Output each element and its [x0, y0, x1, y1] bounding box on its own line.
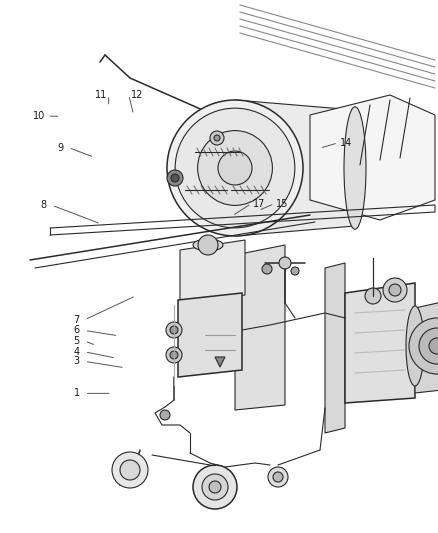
Circle shape	[291, 267, 299, 275]
Text: 12: 12	[131, 90, 143, 100]
Circle shape	[214, 135, 220, 141]
Polygon shape	[178, 293, 242, 377]
Circle shape	[166, 322, 182, 338]
Circle shape	[365, 288, 381, 304]
Circle shape	[268, 467, 288, 487]
Polygon shape	[415, 298, 438, 393]
Ellipse shape	[344, 107, 366, 229]
Text: 3: 3	[74, 357, 80, 366]
Circle shape	[218, 151, 252, 185]
Circle shape	[383, 278, 407, 302]
Circle shape	[389, 284, 401, 296]
Text: 10: 10	[33, 111, 46, 121]
Circle shape	[409, 318, 438, 374]
Polygon shape	[345, 283, 415, 403]
Text: 5: 5	[74, 336, 80, 346]
Text: 17: 17	[253, 199, 265, 208]
Circle shape	[273, 472, 283, 482]
Circle shape	[209, 481, 221, 493]
Circle shape	[202, 474, 228, 500]
Ellipse shape	[193, 239, 223, 251]
Text: 7: 7	[74, 315, 80, 325]
Polygon shape	[310, 95, 435, 220]
Circle shape	[120, 460, 140, 480]
Circle shape	[167, 100, 303, 236]
Circle shape	[170, 351, 178, 359]
Circle shape	[210, 131, 224, 145]
Circle shape	[279, 257, 291, 269]
Circle shape	[198, 235, 218, 255]
Circle shape	[193, 465, 237, 509]
Circle shape	[198, 131, 272, 205]
Circle shape	[112, 452, 148, 488]
Text: 9: 9	[57, 143, 64, 152]
Circle shape	[166, 347, 182, 363]
Text: 8: 8	[41, 200, 47, 210]
Polygon shape	[235, 100, 355, 236]
Polygon shape	[235, 245, 285, 410]
Text: 15: 15	[276, 199, 289, 208]
Text: 14: 14	[340, 138, 352, 148]
Polygon shape	[215, 357, 225, 367]
Circle shape	[167, 170, 183, 186]
Text: 11: 11	[95, 90, 107, 100]
Circle shape	[175, 108, 295, 228]
Circle shape	[170, 326, 178, 334]
Polygon shape	[180, 240, 245, 300]
Text: 6: 6	[74, 326, 80, 335]
Polygon shape	[325, 263, 345, 433]
Circle shape	[160, 410, 170, 420]
Circle shape	[171, 174, 179, 182]
Text: 4: 4	[74, 347, 80, 357]
Text: 1: 1	[74, 389, 80, 398]
Circle shape	[262, 264, 272, 274]
Circle shape	[429, 338, 438, 354]
Ellipse shape	[406, 306, 424, 386]
Circle shape	[419, 328, 438, 364]
